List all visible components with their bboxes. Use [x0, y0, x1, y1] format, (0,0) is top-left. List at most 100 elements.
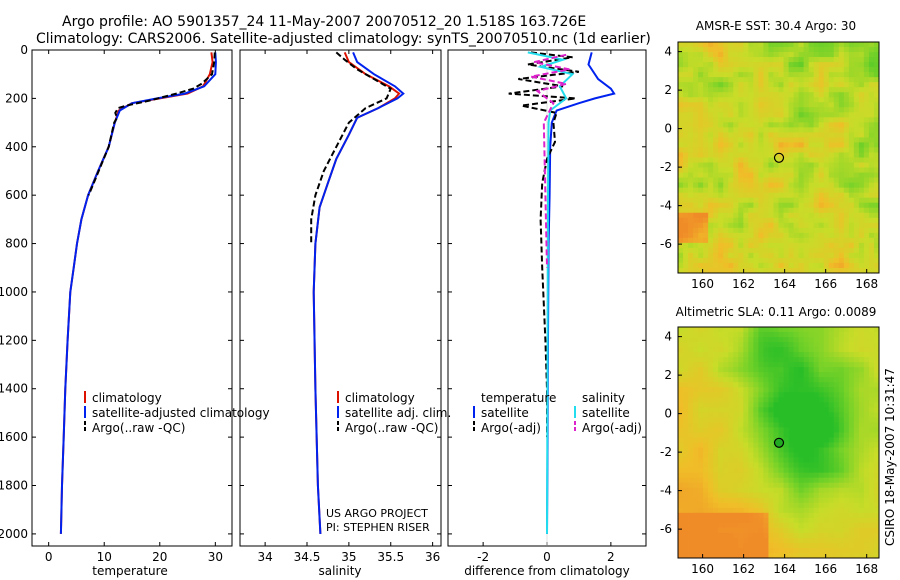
map-cell [738, 327, 744, 333]
map-cell [848, 77, 855, 83]
map-cell [763, 367, 769, 373]
map-cell [798, 377, 805, 383]
map-cell [713, 482, 719, 489]
salinity-panel: 34 34.5 35 35.5 36 salinity climatology sate… [239, 49, 451, 578]
map-cell [688, 267, 694, 274]
map-cell [738, 47, 744, 53]
map-cell [708, 537, 714, 544]
map-cell [823, 57, 830, 63]
map-cell [873, 542, 880, 549]
salinity-ticks: 34 34.5 35 35.5 36 [240, 49, 441, 564]
map-cell [733, 342, 739, 348]
map-cell [733, 142, 739, 148]
map-cell [868, 152, 875, 158]
map-cell [738, 212, 744, 219]
map-cell [783, 247, 789, 254]
map-cell [858, 402, 865, 408]
map-cell [733, 422, 739, 428]
map-cell [698, 367, 704, 373]
map-cell [723, 172, 729, 178]
map-cell [693, 192, 699, 199]
map-cell [773, 352, 779, 358]
map-cell [733, 192, 739, 199]
map-cell [788, 257, 794, 264]
map-cell [818, 407, 825, 413]
y-tick-label: 0 [20, 43, 28, 57]
map-cell [773, 82, 779, 88]
map-cell [863, 462, 870, 469]
map-cell [683, 172, 689, 178]
map-cell [823, 367, 830, 373]
map-cell [798, 267, 805, 274]
map-cell [703, 462, 709, 469]
map-cell [688, 57, 694, 63]
map-cell [768, 107, 774, 113]
map-cell [853, 67, 860, 73]
map-cell [698, 387, 704, 393]
map-cell [768, 102, 774, 108]
map-cell [743, 407, 749, 413]
map-cell [853, 187, 860, 194]
map-cell [733, 477, 739, 484]
map-cell [723, 472, 729, 479]
map-cell [853, 62, 860, 68]
map-cell [863, 247, 870, 254]
map-cell [828, 467, 835, 474]
map-cell [813, 377, 820, 383]
map-cell [863, 167, 870, 173]
map-cell [778, 457, 784, 463]
map-cell [723, 117, 729, 123]
map-cell [748, 472, 754, 479]
map-cell [733, 452, 739, 458]
map-cell [768, 237, 774, 244]
map-cell [703, 387, 709, 393]
map-cell [778, 112, 784, 118]
map-cell [748, 442, 754, 448]
map-cell [833, 92, 840, 98]
map-cell [808, 192, 815, 199]
map-cell [683, 397, 689, 403]
map-cell [718, 492, 724, 499]
map-cell [793, 357, 800, 363]
map-cell [733, 77, 739, 83]
map-cell [698, 427, 704, 433]
map-cell [708, 462, 714, 469]
map-cell [733, 252, 739, 259]
map-cell [793, 122, 800, 128]
map-cell [723, 192, 729, 199]
map-cell [813, 472, 820, 479]
map-cell [743, 382, 749, 388]
map-cell [678, 507, 684, 514]
map-cell [803, 82, 810, 88]
map-cell [723, 357, 729, 363]
map-cell [718, 42, 724, 48]
map-cell [678, 77, 684, 83]
map-cell [758, 42, 764, 48]
map-cell [758, 57, 764, 63]
project-annotation-line2: PI: STEPHEN RISER [326, 521, 430, 534]
map-cell [708, 252, 714, 259]
map-cell [783, 157, 789, 163]
map-cell [778, 492, 784, 499]
map-cell [823, 427, 830, 433]
map-cell [873, 477, 880, 484]
map-cell [838, 117, 845, 123]
map-cell [853, 77, 860, 83]
map-cell [693, 522, 699, 529]
map-cell [783, 517, 789, 524]
map-cell [813, 502, 820, 509]
map-cell [798, 247, 805, 254]
map-cell [843, 72, 850, 78]
map-cell [873, 107, 880, 113]
map-cell [768, 467, 774, 474]
map-cell [713, 237, 719, 244]
map-cell [763, 257, 769, 264]
map-cell [698, 212, 704, 219]
map-cell [693, 132, 699, 138]
map-cell [718, 162, 724, 168]
map-cell [853, 352, 860, 358]
map-cell [798, 82, 805, 88]
map-cell [833, 157, 840, 163]
map-cell [833, 167, 840, 173]
map-cell [803, 97, 810, 103]
